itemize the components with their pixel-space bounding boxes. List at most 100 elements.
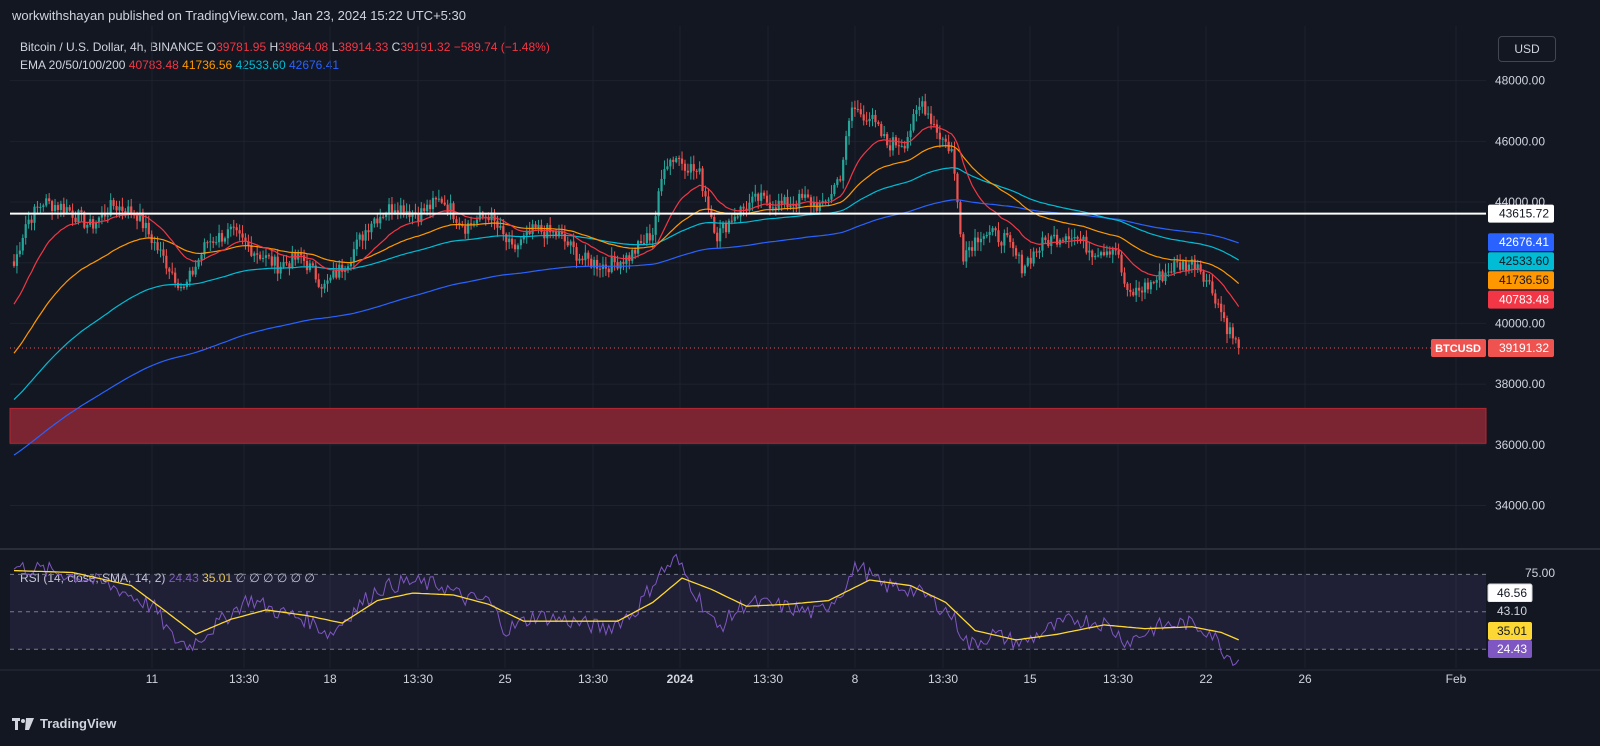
candle: [607, 265, 610, 278]
ema200-price-label-box: [1488, 233, 1554, 252]
candle-body: [332, 270, 335, 278]
candle-body: [716, 232, 719, 242]
candle-body: [789, 205, 792, 208]
candle: [985, 231, 988, 239]
candle-body: [1053, 234, 1056, 237]
candle: [563, 225, 566, 250]
candle: [1170, 262, 1173, 274]
candle-body: [12, 261, 16, 266]
level-price-label: 43615.72: [1488, 204, 1554, 223]
rsi-value-label-text: 43.10: [1497, 604, 1527, 618]
candle-body: [1088, 250, 1091, 253]
candle: [938, 125, 941, 148]
candle: [361, 231, 364, 250]
time-tick-label: 13:30: [229, 672, 259, 686]
candle: [434, 196, 438, 208]
ema20-price-label: 40783.48: [1488, 290, 1554, 309]
symbol-legend: Bitcoin / U.S. Dollar, 4h, BINANCE O3978…: [20, 40, 550, 54]
candle: [871, 108, 874, 127]
candle: [437, 189, 440, 202]
candle: [1000, 240, 1003, 254]
symbol-title[interactable]: Bitcoin / U.S. Dollar, 4h, BINANCE: [20, 40, 204, 54]
candle: [314, 261, 317, 283]
high-value: 39864.08: [278, 40, 329, 54]
candle-body: [27, 219, 30, 225]
candle-body: [30, 219, 33, 223]
candle-body: [686, 170, 689, 173]
candle: [89, 213, 92, 228]
candle: [194, 260, 197, 278]
candle-body: [393, 210, 396, 213]
candle: [449, 194, 452, 220]
candle-body: [1205, 280, 1208, 282]
candle: [701, 166, 704, 197]
candle: [1044, 235, 1047, 244]
candle: [355, 232, 358, 256]
candle: [379, 208, 382, 230]
candle: [493, 209, 496, 230]
candle-body: [1181, 261, 1185, 270]
candle-body: [1149, 282, 1152, 290]
candle: [373, 217, 376, 228]
open-label: O: [206, 40, 217, 54]
candle: [1140, 286, 1144, 302]
candle-body: [297, 251, 300, 260]
candle: [156, 236, 159, 254]
candle: [273, 254, 276, 274]
candle-body: [871, 114, 874, 119]
candle: [1014, 245, 1018, 259]
candle-body: [877, 122, 880, 125]
candle-body: [62, 203, 65, 213]
candle: [256, 244, 259, 264]
close-value: 39191.32: [400, 40, 451, 54]
candle-body: [103, 212, 106, 217]
candle: [165, 249, 168, 275]
candle-body: [1225, 318, 1229, 335]
ema-label[interactable]: EMA 20/50/100/200: [20, 58, 126, 72]
candle-body: [765, 195, 769, 203]
candle: [232, 219, 235, 236]
candle: [370, 221, 373, 240]
candle-body: [666, 166, 669, 170]
candle-body: [291, 252, 294, 268]
candle-body: [68, 207, 71, 211]
candle-body: [97, 217, 101, 223]
candle: [1205, 273, 1208, 287]
candle-body: [1187, 264, 1191, 271]
time-tick-label: 25: [498, 672, 512, 686]
candle-body: [209, 241, 212, 243]
candle-body: [232, 226, 235, 228]
candle: [666, 158, 669, 171]
brand-name: TradingView: [40, 716, 117, 731]
candle: [1237, 337, 1240, 355]
candle-body: [314, 265, 317, 280]
level-price-label-text: 43615.72: [1499, 207, 1549, 221]
candle: [464, 218, 467, 239]
candle-body: [253, 253, 256, 256]
candle-body: [953, 149, 956, 174]
time-tick-label: 26: [1298, 672, 1312, 686]
candle-body: [587, 252, 590, 259]
candle: [235, 223, 238, 237]
candle-body: [443, 202, 446, 205]
candle-body: [1214, 293, 1217, 304]
currency-button[interactable]: USD: [1498, 36, 1556, 62]
rsi-label[interactable]: RSI (14, close, SMA, 14, 2): [20, 571, 166, 585]
candle: [1231, 323, 1234, 345]
candle-body: [153, 242, 156, 244]
candle: [833, 182, 836, 197]
candle-body: [464, 225, 467, 234]
candle: [147, 215, 150, 238]
candle-body: [932, 123, 936, 125]
candle: [672, 156, 675, 170]
candle-body: [182, 286, 186, 288]
publisher-info: workwithshayan published on TradingView.…: [12, 8, 466, 23]
candle-body: [1234, 338, 1237, 340]
price-tick-label: 34000.00: [1495, 499, 1545, 513]
candle-body: [402, 205, 405, 216]
candle-body: [839, 179, 842, 181]
candle-body: [680, 158, 684, 164]
change-value: −589.74 (−1.48%): [453, 40, 550, 54]
candle: [973, 229, 977, 257]
